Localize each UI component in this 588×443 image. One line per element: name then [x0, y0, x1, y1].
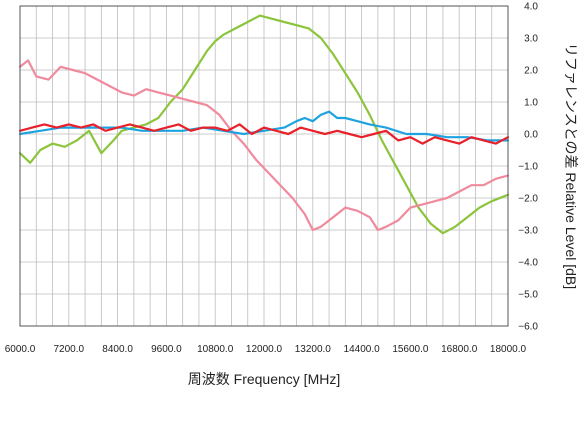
- y-tick-label: −3.0: [518, 226, 538, 237]
- series-line-1: [18, 14, 510, 235]
- y-tick-label: 3.0: [524, 34, 538, 45]
- x-tick-label: 18000.0: [490, 344, 527, 355]
- series-layer: [18, 14, 510, 235]
- y-tick-label: −1.0: [518, 162, 538, 173]
- x-tick-label: 8400.0: [102, 344, 133, 355]
- plot-frame: [19, 5, 509, 327]
- x-tick-label: 16800.0: [441, 344, 478, 355]
- x-tick-label: 14400.0: [344, 344, 381, 355]
- x-tick-label: 7200.0: [54, 344, 85, 355]
- x-axis-title: 周波数 Frequency [MHz]: [188, 371, 340, 387]
- y-tick-label: −4.0: [518, 258, 538, 269]
- x-tick-label: 15600.0: [392, 344, 429, 355]
- y-tick-label: 1.0: [524, 98, 538, 109]
- x-tick-label: 6000.0: [5, 344, 36, 355]
- y-tick-label: 2.0: [524, 66, 538, 77]
- x-axis: 6000.0 7200.0 8400.0 9600.0 10800.0 12000.0 13…: [5, 344, 527, 355]
- y-tick-label: −6.0: [518, 322, 538, 333]
- x-tick-label: 13200.0: [295, 344, 332, 355]
- series-line-4: [18, 123, 510, 145]
- x-tick-label: 9600.0: [151, 344, 182, 355]
- y-axis-title: リファレンスとの差 Relative Level [dB]: [563, 43, 579, 289]
- y-tick-label: −2.0: [518, 194, 538, 205]
- y-axis: 4.0 3.0 2.0 1.0 0.0 −1.0 −2.0 −3.0 −4.0 −5.0 −6.0: [518, 2, 538, 333]
- x-tick-label: 10800.0: [197, 344, 234, 355]
- y-tick-label: −5.0: [518, 290, 538, 301]
- y-tick-label: 0.0: [524, 130, 538, 141]
- y-tick-label: 4.0: [524, 2, 538, 13]
- series-line-2: [18, 59, 510, 232]
- grid: [20, 6, 508, 326]
- x-tick-label: 12000.0: [246, 344, 283, 355]
